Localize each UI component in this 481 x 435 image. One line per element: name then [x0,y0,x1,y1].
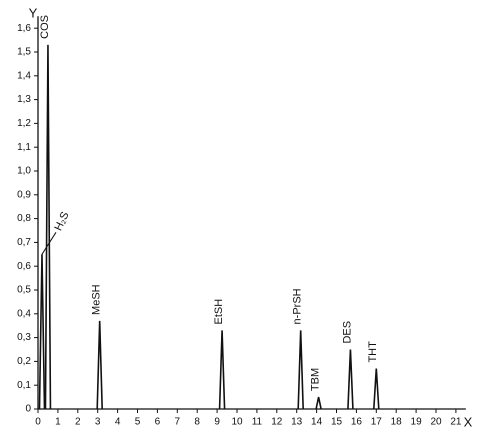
peak-label: H₂S [52,210,71,233]
x-tick-label: 0 [35,417,41,428]
peak [218,330,226,410]
y-tick-label: 1,6 [17,23,31,34]
y-tick-label: 1,4 [17,70,31,81]
peak-label: DES [341,321,353,344]
x-tick-label: 19 [411,417,423,428]
x-tick-label: 4 [115,417,121,428]
x-tick-label: 13 [291,417,303,428]
x-tick-label: 18 [391,417,403,428]
y-tick-label: 0,7 [17,237,31,248]
x-tick-label: 15 [331,417,343,428]
peak-label: MeSH [91,284,103,315]
y-tick-label: 0,4 [17,308,31,319]
peak [38,254,46,410]
peak [347,349,354,410]
y-tick-label: 1,0 [17,166,31,177]
y-tick-label: 0,6 [17,261,31,272]
y-tick-label: 0,3 [17,332,31,343]
y-axis-label: Y [29,5,38,20]
x-tick-label: 8 [194,417,200,428]
y-tick-label: 0,8 [17,213,31,224]
peak [297,330,304,410]
x-tick-label: 11 [252,417,263,428]
y-tick-label: 0 [25,404,31,415]
peak-label: TBM [309,368,321,391]
x-tick-label: 7 [175,417,181,428]
x-tick-label: 3 [95,417,101,428]
peak-label: EtSH [213,299,225,325]
peak [44,44,52,410]
x-tick-label: 17 [371,417,383,428]
peak [96,320,103,410]
peak-label: THT [367,341,379,363]
y-tick-label: 1,3 [17,94,31,105]
x-tick-label: 21 [450,417,462,428]
peak [315,396,322,410]
peak [373,368,380,410]
peak-label: COS [39,15,51,39]
x-tick-label: 20 [430,417,442,428]
peak-label: n-PrSH [292,288,304,324]
y-tick-label: 1,1 [17,142,31,153]
y-tick-label: 1,2 [17,118,31,129]
y-tick-label: 1,5 [17,47,31,58]
x-tick-label: 6 [155,417,161,428]
y-tick-label: 0,2 [17,356,31,367]
y-tick-label: 0,9 [17,189,31,200]
y-tick-label: 0,5 [17,285,31,296]
x-tick-label: 9 [214,417,220,428]
x-tick-label: 1 [55,417,61,428]
x-axis-label: X [464,414,473,429]
x-tick-label: 10 [231,417,243,428]
x-tick-label: 5 [135,417,141,428]
x-tick-label: 16 [351,417,363,428]
x-tick-label: 12 [271,417,283,428]
x-tick-label: 14 [311,417,323,428]
y-tick-label: 0,1 [17,380,31,391]
x-tick-label: 2 [75,417,81,428]
